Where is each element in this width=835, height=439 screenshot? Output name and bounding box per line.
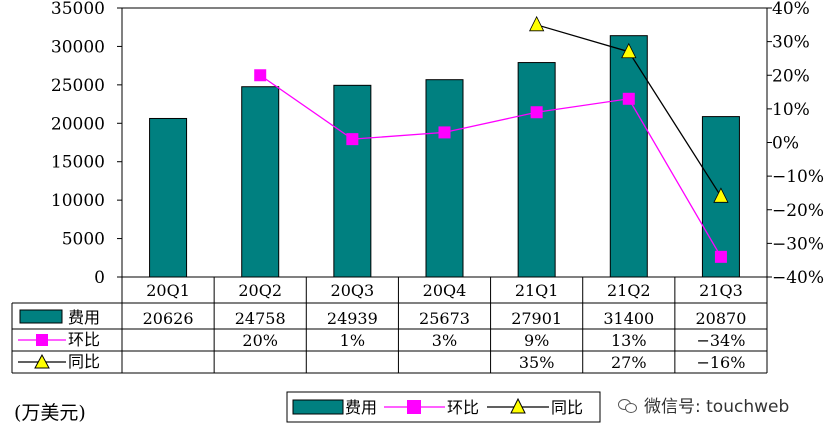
table-cell: 27901 [511,309,562,328]
x-tick-label: 20Q2 [238,281,282,300]
y-left-tick-label: 35000 [51,0,105,19]
table-cell: 31400 [603,309,654,328]
x-tick-label: 21Q1 [515,281,559,300]
marker-环比 [622,92,635,105]
y-right-tick-label: −40% [772,268,824,288]
unit-label: (万美元) [14,402,86,424]
bar-20Q2 [241,86,280,278]
table-cell: −16% [696,353,745,372]
y-right-tick-label: −10% [772,167,824,187]
marker-同比 [528,15,545,32]
bar-20Q4 [425,79,464,278]
table-cell: 20626 [143,309,194,328]
x-tick-label: 21Q3 [699,281,743,300]
y-right-tick-label: −20% [772,201,824,221]
legend-label: 同比 [551,398,583,417]
y-left-tick-label: 30000 [51,37,105,57]
bar-20Q1 [149,117,188,278]
y-left-tick-label: 25000 [51,76,105,96]
table-cell: 20870 [695,309,746,328]
x-tick-label: 20Q4 [423,281,467,300]
legend-key-square [407,400,421,414]
y-left-tick-label: 0 [94,268,105,288]
x-tick-label: 20Q3 [331,281,375,300]
legend-key-triangle [510,397,526,414]
y-left-tick-label: 15000 [51,153,105,173]
legend-label: 费用 [345,398,377,417]
line-环比 [259,74,722,258]
y-left-tick-label: 20000 [51,114,105,134]
y-right-tick-label: −30% [772,234,824,254]
table-cell: 24758 [235,309,286,328]
table-cell: 20% [242,331,278,350]
table-key-费用 [19,309,63,324]
table-cell: 35% [519,353,555,372]
table-key-triangle [34,353,50,369]
table-key-square [36,334,48,346]
marker-同比 [621,42,637,59]
table-cell: 27% [611,353,647,372]
table-cell: 13% [611,331,647,350]
marker-同比 [713,187,729,203]
table-cell: 3% [432,331,457,350]
bar-21Q2 [609,35,648,278]
marker-环比 [254,69,267,82]
wechat-icon [618,399,638,413]
watermark-text: 微信号: touchweb [644,397,790,417]
marker-环比 [346,133,359,146]
y-right-tick-label: 30% [772,33,810,53]
x-tick-label: 21Q2 [607,281,651,300]
legend-label: 环比 [447,398,479,417]
table-cell: 9% [524,331,549,350]
table-cell: 25673 [419,309,470,328]
bar-21Q1 [517,62,556,278]
marker-环比 [714,250,727,263]
y-right-tick-label: 0% [772,134,799,154]
bar-20Q3 [333,84,372,278]
table-row-label: 同比 [68,352,100,371]
table-row-label: 环比 [68,330,100,349]
watermark: 微信号: touchweb [618,392,789,417]
x-tick-label: 20Q1 [146,281,190,300]
table-cell: −34% [696,331,745,350]
y-right-tick-label: 10% [772,100,810,120]
y-left-tick-label: 5000 [62,230,105,250]
table-row-label: 费用 [68,308,100,327]
marker-环比 [438,126,451,139]
table-cell: 24939 [327,309,378,328]
y-right-tick-label: 20% [772,66,810,86]
y-right-tick-label: 40% [772,0,810,19]
legend-key-费用 [292,399,344,415]
y-left-tick-label: 10000 [51,191,105,211]
marker-环比 [530,106,543,119]
table-cell: 1% [340,331,365,350]
